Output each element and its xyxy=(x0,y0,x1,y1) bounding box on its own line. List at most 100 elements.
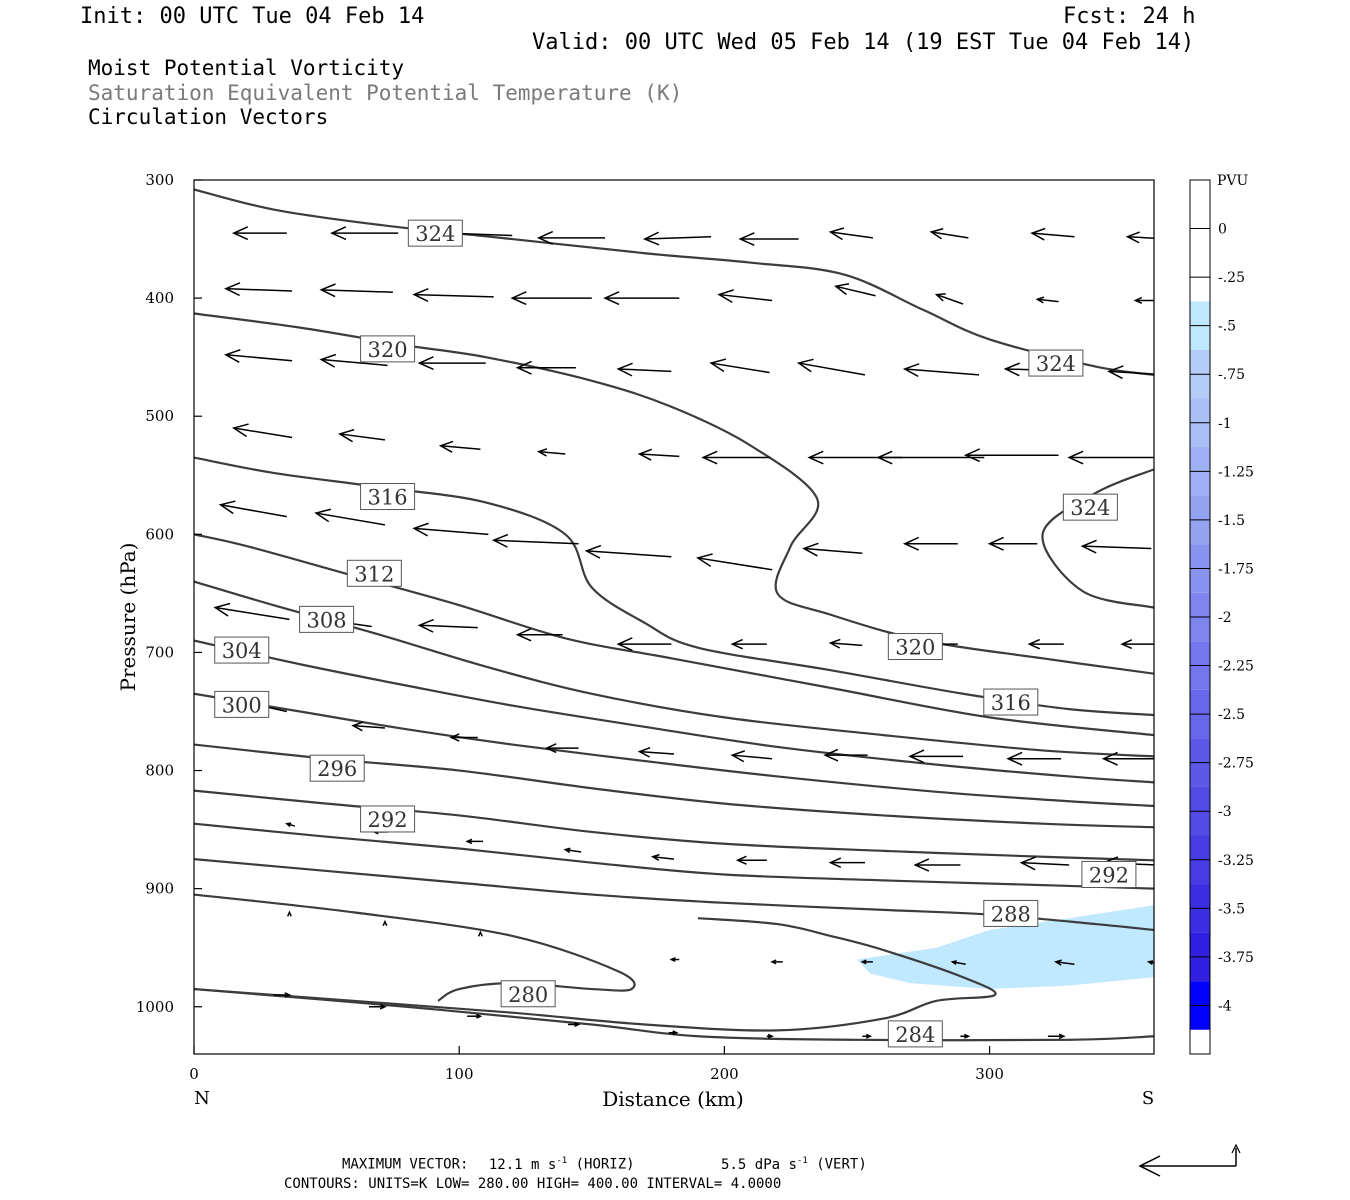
vector-shaft xyxy=(220,504,287,518)
circulation-vector xyxy=(491,533,579,548)
vector-head xyxy=(828,857,842,869)
vector-shaft xyxy=(419,624,478,629)
vector-head xyxy=(1006,751,1023,766)
vector-head xyxy=(730,638,743,650)
circulation-vector xyxy=(330,226,399,241)
contour-label: 320 xyxy=(360,335,416,363)
x-tick-label: 200 xyxy=(710,1065,739,1083)
circulation-vector xyxy=(515,360,576,375)
colorbar-label: -3.75 xyxy=(1218,950,1254,966)
vector-head xyxy=(1027,638,1041,650)
colorbar-label: -2.75 xyxy=(1218,756,1254,772)
colorbar-unit: PVU xyxy=(1217,173,1249,189)
vector-head xyxy=(218,500,236,515)
vector-shaft xyxy=(233,427,293,439)
circulation-vector xyxy=(544,743,579,754)
y-tick-label: 800 xyxy=(145,762,174,780)
vector-head xyxy=(584,544,602,559)
contour-label: 312 xyxy=(346,559,402,587)
circulation-vector xyxy=(567,1021,581,1027)
circulation-vector xyxy=(934,293,964,305)
vector-head xyxy=(1101,751,1118,766)
vector-head xyxy=(319,353,337,368)
vector-shaft xyxy=(936,293,964,305)
contour-label-box xyxy=(346,559,402,587)
circulation-vector xyxy=(465,838,484,845)
circulation-vector xyxy=(902,363,980,378)
vector-shaft xyxy=(618,368,672,373)
vector-head xyxy=(735,855,747,865)
circulation-vector xyxy=(1120,639,1154,650)
y-axis-title: Pressure (hPa) xyxy=(116,543,140,692)
contour-label-box xyxy=(309,754,365,782)
circulation-vector xyxy=(669,957,680,962)
vector-head xyxy=(987,536,1004,551)
y-tick-label: 1000 xyxy=(136,998,174,1016)
contour-label: 324 xyxy=(1028,349,1084,377)
colorbar-label: -3 xyxy=(1218,804,1232,820)
vector-head xyxy=(828,638,841,649)
vector-head xyxy=(491,533,509,548)
vector-head xyxy=(544,743,557,754)
colorbar-label: -1.5 xyxy=(1218,513,1245,529)
contour-label-text: 316 xyxy=(991,691,1031,715)
circulation-vector xyxy=(438,440,481,453)
colorbar-label: -1 xyxy=(1218,416,1232,432)
vector-head xyxy=(902,536,920,551)
vector-head xyxy=(650,853,660,861)
vector-head xyxy=(1019,856,1036,871)
vector-shaft xyxy=(931,231,969,239)
vector-head xyxy=(536,230,554,245)
vector-head xyxy=(730,750,746,763)
contour-label-text: 304 xyxy=(222,639,262,663)
circulation-vector xyxy=(637,746,675,758)
init-time: Init: 00 UTC Tue 04 Feb 14 xyxy=(80,4,425,29)
contour-label: 300 xyxy=(214,690,270,718)
vector-head xyxy=(1120,639,1133,650)
contour-line-304 xyxy=(194,639,1154,784)
circulation-vector xyxy=(1030,227,1075,241)
vector-shaft xyxy=(798,362,866,376)
contour-label-box xyxy=(214,690,270,718)
contour-label-box xyxy=(360,483,416,511)
contour-label-text: 300 xyxy=(222,693,262,717)
circulation-vector xyxy=(876,450,985,465)
vector-head xyxy=(412,287,429,302)
colorbar-label: -3.5 xyxy=(1218,901,1245,917)
vector-head xyxy=(929,228,944,240)
vector-head xyxy=(807,450,824,465)
colorbar-label: -.75 xyxy=(1218,367,1245,383)
vector-head xyxy=(1146,960,1154,965)
vector-shaft xyxy=(711,362,770,374)
max-vector-horiz-value: 12.1 m s xyxy=(488,1156,557,1173)
x-tick-label: 0 xyxy=(189,1065,199,1083)
circulation-vector xyxy=(730,750,773,763)
vector-head xyxy=(574,1021,581,1027)
vector-head xyxy=(382,919,388,927)
vector-head xyxy=(717,289,734,304)
vector-head xyxy=(465,838,473,845)
contour-label-box xyxy=(1081,860,1137,888)
reference-vector-icon xyxy=(1138,1143,1241,1177)
circulation-vector xyxy=(1019,856,1070,871)
contour-label-box xyxy=(360,805,416,833)
circulation-vector xyxy=(828,857,865,869)
circulation-vector xyxy=(770,959,783,965)
circulation-vector xyxy=(960,1033,971,1039)
circulation-vector xyxy=(833,283,876,297)
vector-head xyxy=(616,637,633,652)
vector-head xyxy=(1133,296,1143,305)
colorbar-label: -2 xyxy=(1218,610,1232,626)
max-vector-vert-value: 5.5 dPa s xyxy=(721,1156,797,1173)
vector-head xyxy=(351,721,364,732)
contour-label-box xyxy=(887,633,943,661)
vector-shaft xyxy=(639,453,680,458)
contour-label: 324 xyxy=(1062,493,1118,521)
colorbar-label: -.5 xyxy=(1218,319,1236,335)
contour-label: 284 xyxy=(887,1020,943,1048)
contour-line-312 xyxy=(194,533,1154,737)
circulation-vector xyxy=(223,282,293,297)
vector-shaft xyxy=(339,433,386,441)
plot-frame xyxy=(193,179,1155,1055)
circulation-vector xyxy=(584,544,672,559)
